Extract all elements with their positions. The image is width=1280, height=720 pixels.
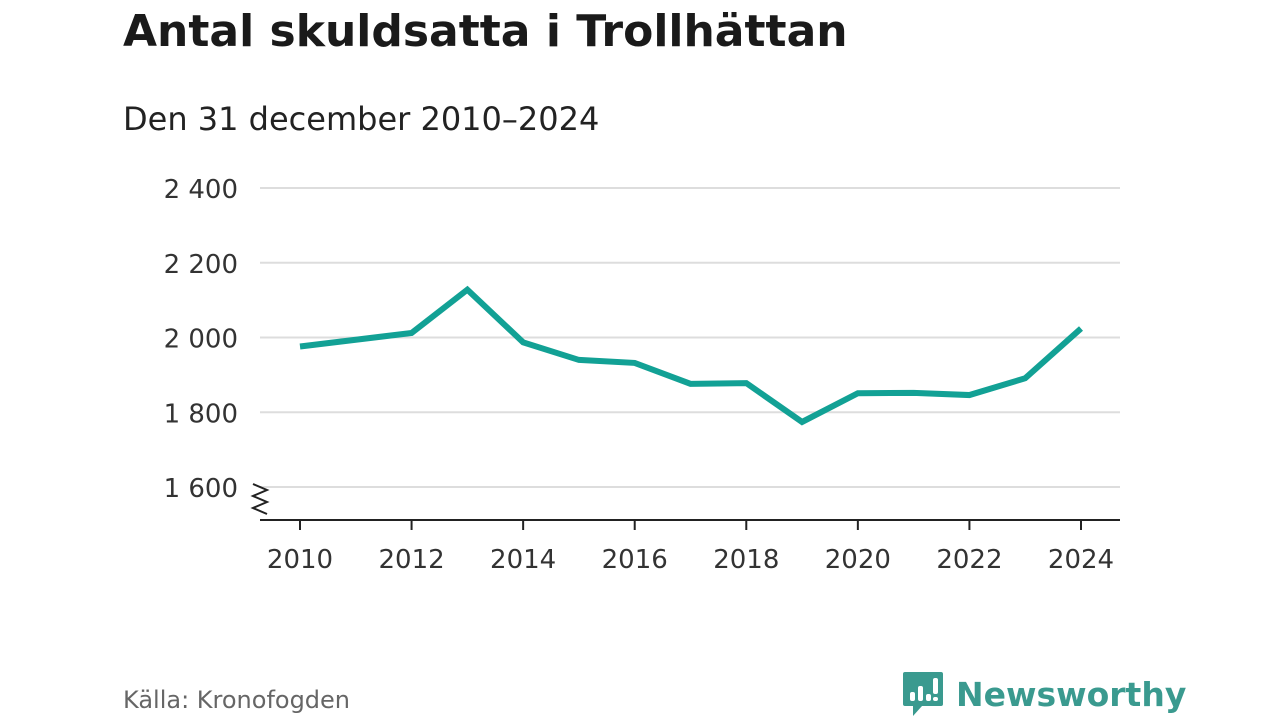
series-line — [299, 285, 1083, 426]
source-note: Källa: Kronofogden — [123, 686, 351, 714]
x-tick-label: 2022 — [936, 545, 1002, 575]
x-tick-label: 2012 — [378, 545, 444, 575]
newsworthy-logo-icon — [903, 672, 943, 716]
chart-subtitle: Den 31 december 2010–2024 — [123, 100, 600, 138]
y-tick-label: 2 000 — [164, 325, 238, 355]
newsworthy-logo: Newsworthy — [902, 670, 1186, 718]
y-tick-label: 2 200 — [164, 250, 238, 280]
y-tick-label: 1 600 — [164, 474, 238, 504]
x-tick-label: 2014 — [490, 545, 556, 575]
x-tick-label: 2016 — [602, 545, 668, 575]
x-tick-label: 2010 — [267, 545, 333, 575]
x-tick-label: 2024 — [1048, 545, 1114, 575]
y-tick-label: 2 400 — [164, 175, 238, 205]
x-tick-label: 2020 — [825, 545, 891, 575]
y-tick-label: 1 800 — [164, 399, 238, 429]
x-tick-label: 2018 — [713, 545, 779, 575]
chart-title: Antal skuldsatta i Trollhättan — [123, 6, 848, 57]
brand-name: Newsworthy — [956, 674, 1187, 714]
axis-break-icon — [250, 483, 270, 515]
